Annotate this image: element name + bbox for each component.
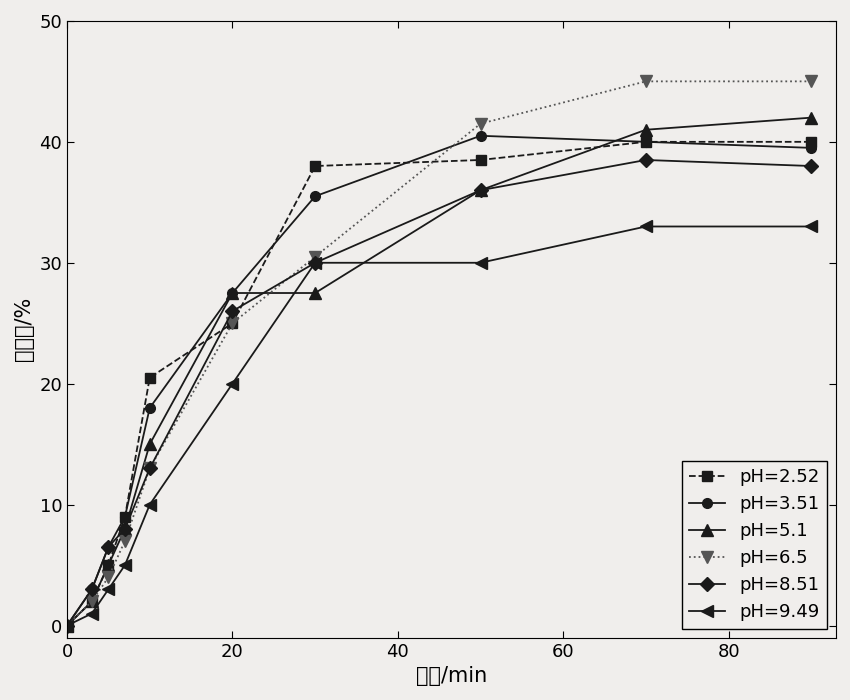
pH=6.5: [87, 597, 97, 606]
pH=9.49: [120, 561, 130, 569]
pH=5.1: [104, 561, 114, 569]
pH=9.49: [475, 258, 485, 267]
Y-axis label: 去除率/%: 去除率/%: [14, 298, 34, 361]
pH=8.51: [806, 162, 816, 170]
pH=5.1: [310, 289, 320, 298]
pH=3.51: [475, 132, 485, 140]
pH=8.51: [87, 585, 97, 594]
pH=9.49: [62, 622, 72, 630]
pH=8.51: [62, 622, 72, 630]
pH=3.51: [62, 622, 72, 630]
pH=9.49: [641, 223, 651, 231]
pH=2.52: [62, 622, 72, 630]
pH=5.1: [806, 113, 816, 122]
pH=3.51: [104, 542, 114, 551]
pH=8.51: [641, 156, 651, 164]
Line: pH=9.49: pH=9.49: [61, 221, 817, 631]
Line: pH=2.52: pH=2.52: [62, 137, 816, 631]
pH=8.51: [104, 542, 114, 551]
pH=2.52: [87, 597, 97, 606]
pH=5.1: [475, 186, 485, 195]
X-axis label: 时间/min: 时间/min: [416, 666, 487, 686]
pH=3.51: [806, 144, 816, 152]
pH=8.51: [144, 464, 155, 473]
pH=9.49: [806, 223, 816, 231]
pH=6.5: [227, 319, 237, 328]
pH=6.5: [144, 464, 155, 473]
pH=8.51: [475, 186, 485, 195]
pH=2.52: [475, 156, 485, 164]
pH=6.5: [120, 537, 130, 545]
pH=9.49: [227, 379, 237, 388]
pH=6.5: [310, 253, 320, 261]
pH=2.52: [104, 561, 114, 569]
pH=2.52: [120, 512, 130, 521]
pH=5.1: [144, 440, 155, 449]
pH=9.49: [310, 258, 320, 267]
pH=2.52: [144, 374, 155, 382]
pH=2.52: [227, 319, 237, 328]
Line: pH=8.51: pH=8.51: [62, 155, 816, 631]
pH=5.1: [120, 524, 130, 533]
pH=6.5: [641, 77, 651, 85]
pH=8.51: [227, 307, 237, 316]
pH=3.51: [120, 512, 130, 521]
pH=5.1: [62, 622, 72, 630]
pH=9.49: [144, 500, 155, 509]
pH=3.51: [144, 404, 155, 412]
pH=5.1: [227, 289, 237, 298]
pH=9.49: [87, 609, 97, 617]
pH=3.51: [310, 192, 320, 200]
pH=2.52: [806, 138, 816, 146]
pH=6.5: [806, 77, 816, 85]
pH=8.51: [120, 524, 130, 533]
pH=9.49: [104, 585, 114, 594]
Legend: pH=2.52, pH=3.51, pH=5.1, pH=6.5, pH=8.51, pH=9.49: pH=2.52, pH=3.51, pH=5.1, pH=6.5, pH=8.5…: [682, 461, 827, 629]
pH=8.51: [310, 258, 320, 267]
pH=2.52: [310, 162, 320, 170]
pH=3.51: [87, 585, 97, 594]
pH=3.51: [641, 138, 651, 146]
pH=3.51: [227, 289, 237, 298]
pH=6.5: [475, 120, 485, 128]
Line: pH=5.1: pH=5.1: [61, 112, 817, 631]
pH=2.52: [641, 138, 651, 146]
Line: pH=6.5: pH=6.5: [61, 76, 817, 631]
pH=6.5: [62, 622, 72, 630]
pH=5.1: [87, 597, 97, 606]
pH=5.1: [641, 125, 651, 134]
pH=6.5: [104, 573, 114, 582]
Line: pH=3.51: pH=3.51: [62, 131, 816, 631]
